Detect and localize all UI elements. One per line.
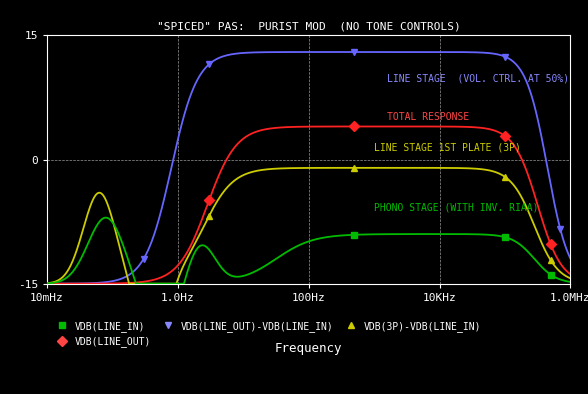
Title: "SPICED" PAS:  PURIST MOD  (NO TONE CONTROLS): "SPICED" PAS: PURIST MOD (NO TONE CONTRO… bbox=[157, 22, 460, 32]
Legend: VDB(LINE_IN), VDB(LINE_OUT), VDB(LINE_OUT)-VDB(LINE_IN), VDB(3P)-VDB(LINE_IN): VDB(LINE_IN), VDB(LINE_OUT), VDB(LINE_OU… bbox=[52, 321, 481, 348]
Text: LINE STAGE  (VOL. CTRL. AT 50%): LINE STAGE (VOL. CTRL. AT 50%) bbox=[387, 74, 569, 84]
Text: LINE STAGE 1ST PLATE (3P): LINE STAGE 1ST PLATE (3P) bbox=[374, 142, 521, 152]
Text: PHONO STAGE (WITH INV. RIAA): PHONO STAGE (WITH INV. RIAA) bbox=[374, 203, 539, 212]
Text: TOTAL RESPONSE: TOTAL RESPONSE bbox=[387, 112, 469, 121]
X-axis label: Frequency: Frequency bbox=[275, 342, 342, 355]
